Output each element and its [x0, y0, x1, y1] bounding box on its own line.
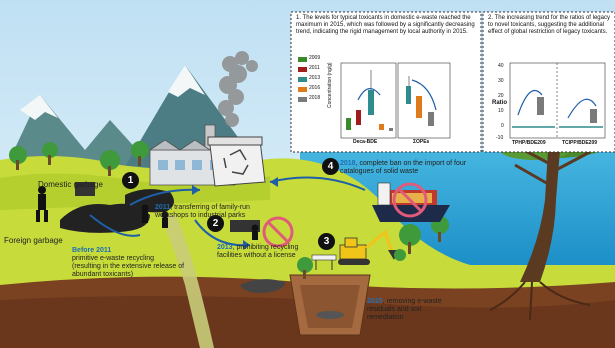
legend-2013: 2013 — [309, 75, 321, 81]
trees-left — [9, 141, 449, 279]
step-1-badge: 1 — [122, 172, 139, 189]
legend-2009: 2009 — [309, 55, 321, 61]
foreign-garbage-label: Foreign garbage — [4, 236, 63, 245]
panel-2-ytick-10: 10 — [498, 108, 504, 114]
panel-1-xlabel-2: ΣOPEs — [413, 139, 430, 145]
panel-2-ytick-30: 30 — [498, 78, 504, 84]
panel-2-ytick-40: 40 — [498, 63, 504, 69]
event-2011-text: 2011, transferring of family-run worksho… — [155, 204, 250, 220]
step-4-badge: 4 — [322, 158, 339, 175]
event-2011-desc: transferring of family-run workshops to … — [155, 204, 250, 220]
panel-1-bg — [290, 11, 482, 153]
legend-2011: 2011 — [309, 65, 320, 71]
panel-2-bg — [482, 11, 615, 153]
legend-2016: 2016 — [309, 85, 321, 91]
before-2011-year: Before 2011 — [72, 247, 112, 254]
before-2011-text: Before 2011 primitive e-waste recycling … — [72, 247, 192, 279]
event-2018-year: 2018 — [340, 160, 356, 167]
panel-2-xlabel-1: TPHP/BDE209 — [512, 140, 546, 146]
event-2015-year: 2015 — [367, 298, 383, 305]
workers-icon — [36, 186, 259, 240]
panel-1-chart — [298, 57, 451, 139]
excavator-icon — [338, 229, 398, 265]
smoke — [218, 51, 258, 127]
prohibit-sign-ship-icon — [392, 182, 428, 218]
panel-2-xlabel-2: TCIPP/BDE209 — [562, 140, 598, 146]
panel-2-ytick-0: 0 — [501, 123, 504, 129]
event-2013-year: 2013 — [217, 244, 233, 251]
panel-2-title: 2. The increasing trend for the ratios o… — [488, 15, 610, 35]
event-2018-text: 2018, complete ban on the import of four… — [340, 160, 467, 176]
step-3-badge: 3 — [318, 233, 335, 250]
recycling-bin-icon — [207, 136, 266, 187]
event-2015-text: 2015, removing e-waste residuals and soi… — [367, 298, 442, 322]
event-2015-desc: removing e-waste residuals and soil reme… — [367, 298, 442, 322]
barrier-icon — [311, 254, 337, 270]
panel-1-xlabel-1: Deca-BDE — [353, 139, 378, 145]
panel-2-chart — [509, 62, 606, 139]
panel-1-ylabel: Concentration (ng/g) — [327, 62, 333, 108]
event-2018-desc: complete ban on the import of four catal… — [340, 160, 467, 176]
prohibit-sign-workshop-icon — [262, 216, 294, 248]
excavation-pit — [289, 274, 371, 336]
event-2013-text: 2013, prohibiting recycling facilities w… — [217, 244, 299, 260]
polluted-stream — [160, 215, 214, 348]
panel-1-title: 1. The levels for typical toxicants in d… — [296, 15, 475, 35]
panel-2-ylabel: Ratio — [492, 100, 507, 106]
panel-2-ytick-neg10: -10 — [496, 135, 504, 141]
garbage-piles — [60, 182, 285, 293]
event-2011-year: 2011 — [155, 204, 171, 211]
panel-2-ytick-20: 20 — [498, 93, 504, 99]
event-2013-desc: prohibiting recycling facilities without… — [217, 244, 299, 260]
step-2-badge: 2 — [207, 215, 224, 232]
before-2011-line2: (resulting in the extensive release of a… — [72, 263, 185, 279]
domestic-garbage-label: Domestic garbage — [38, 180, 103, 189]
before-2011-line1: primitive e-waste recycling — [72, 255, 155, 263]
legend-2018: 2018 — [309, 95, 321, 101]
